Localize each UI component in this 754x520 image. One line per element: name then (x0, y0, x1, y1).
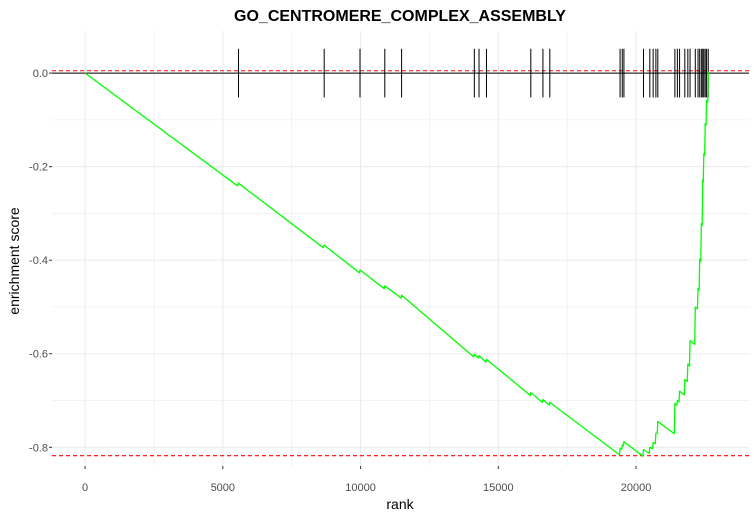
y-tick-label: -0.8 (29, 442, 48, 454)
x-tick-label: 20000 (621, 482, 652, 494)
grid-lines (52, 31, 749, 466)
x-axis-title: rank (386, 496, 414, 512)
x-axis-ticks: 0 5000 10000 15000 20000 (82, 466, 651, 494)
x-tick-label: 15000 (483, 482, 514, 494)
y-tick-label: 0.0 (33, 68, 48, 80)
x-tick-label: 0 (82, 482, 88, 494)
enrichment-curve-group (84, 71, 709, 457)
x-tick-label: 10000 (345, 482, 376, 494)
x-tick-label: 5000 (211, 482, 235, 494)
reference-lines (52, 70, 749, 457)
y-tick-label: -0.2 (29, 162, 48, 174)
y-axis-ticks: 0.0 -0.2 -0.4 -0.6 -0.8 (29, 68, 52, 454)
enrichment-curve (84, 71, 709, 457)
y-axis-title: enrichment score (6, 207, 22, 315)
y-tick-label: -0.6 (29, 349, 48, 361)
y-tick-label: -0.4 (29, 255, 48, 267)
hit-ticks (238, 48, 709, 98)
chart-title: GO_CENTROMERE_COMPLEX_ASSEMBLY (234, 8, 566, 25)
